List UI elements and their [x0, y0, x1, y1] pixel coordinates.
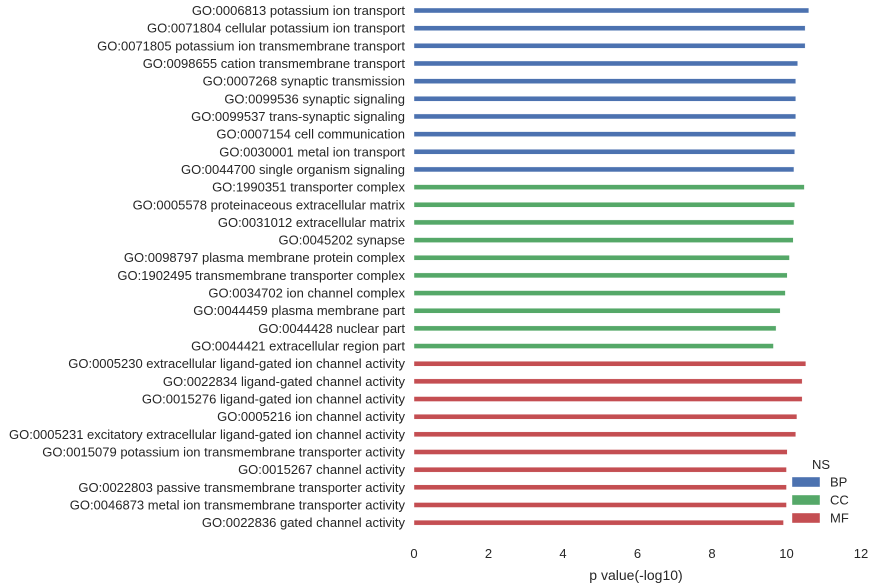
category-label: GO:0099537 trans-synaptic signaling: [191, 109, 405, 124]
legend-label-bp: BP: [830, 475, 847, 490]
category-label: GO:0015267 channel activity: [238, 462, 405, 477]
legend-swatch-bp: [791, 476, 821, 488]
bar-mf: [413, 431, 797, 438]
bar-mf: [413, 413, 798, 420]
category-label: GO:0098655 cation transmembrane transpor…: [143, 56, 406, 71]
bar-cc: [413, 343, 774, 349]
category-label: GO:0022836 gated channel activity: [202, 515, 406, 530]
category-label: GO:0046873 metal ion transmembrane trans…: [70, 497, 406, 512]
bar-cc: [413, 255, 790, 261]
legend-label-mf: MF: [830, 511, 849, 526]
x-tick-label: 4: [559, 546, 566, 561]
x-axis-title: p value(-log10): [589, 567, 682, 583]
bar-bp: [413, 113, 797, 120]
bar-mf: [413, 519, 784, 526]
category-label: GO:0022834 ligand-gated channel activity: [163, 374, 406, 389]
bar-mf: [413, 449, 788, 455]
bar-bp: [413, 131, 797, 137]
bar-cc: [413, 219, 795, 226]
x-tick-label: 2: [485, 546, 492, 561]
bar-cc: [413, 290, 786, 296]
category-label: GO:0005216 ion channel activity: [217, 409, 405, 424]
category-label: GO:0034702 ion channel complex: [208, 286, 405, 301]
legend-swatch-cc: [791, 494, 821, 506]
category-label: GO:0044421 extracellular region part: [191, 339, 405, 354]
bar-mf: [413, 378, 803, 385]
category-label: GO:0005578 proteinaceous extracellular m…: [133, 197, 406, 212]
category-label: GO:0005231 excitatory extracellular liga…: [9, 427, 406, 442]
category-label: GO:0071805 potassium ion transmembrane t…: [97, 38, 405, 53]
legend-label-cc: CC: [830, 493, 849, 508]
category-label: GO:0099536 synaptic signaling: [224, 91, 405, 106]
category-label: GO:0044459 plasma membrane part: [193, 303, 405, 318]
bar-cc: [413, 272, 788, 279]
bar-mf: [413, 361, 807, 367]
category-label: GO:0044428 nuclear part: [258, 321, 405, 336]
x-tick-label: 0: [410, 546, 417, 561]
category-label: GO:0007268 synaptic transmission: [203, 74, 405, 89]
legend: NS BP CC MF: [791, 457, 849, 526]
category-label: GO:1990351 transporter complex: [212, 180, 405, 195]
bar-cc: [413, 308, 781, 314]
category-label: GO:0044700 single organism signaling: [181, 162, 405, 177]
bar-bp: [413, 25, 806, 31]
category-label: GO:0098797 plasma membrane protein compl…: [124, 250, 406, 265]
bar-cc: [413, 202, 795, 208]
bar-bp: [413, 78, 797, 84]
x-tick-label: 6: [634, 546, 641, 561]
category-label: GO:0006813 potassium ion transport: [192, 3, 406, 18]
category-labels: GO:0006813 potassium ion transport GO:007…: [9, 3, 406, 530]
category-label: GO:0045202 synapse: [279, 233, 405, 248]
bar-bp: [413, 96, 797, 102]
bar-bp: [413, 166, 795, 173]
bar-mf: [413, 502, 787, 508]
category-label: GO:0030001 metal ion transport: [219, 144, 405, 159]
x-tick-label: 8: [708, 546, 715, 561]
category-label: GO:1902495 transmembrane transporter com…: [117, 268, 405, 283]
category-label: GO:0007154 cell communication: [216, 127, 405, 142]
bar-mf: [413, 396, 803, 402]
category-label: GO:0015079 potassium ion transmembrane t…: [42, 445, 405, 460]
bar-mf: [413, 484, 787, 491]
category-label: GO:0022803 passive transmembrane transpo…: [78, 480, 405, 495]
bar-mf: [413, 466, 787, 473]
legend-title: NS: [812, 457, 830, 472]
bar-bp: [413, 60, 798, 67]
bar-cc: [413, 325, 777, 332]
legend-swatch-mf: [791, 512, 821, 524]
bar-bp: [413, 43, 806, 49]
bar-bp: [413, 149, 795, 155]
category-label: GO:0071804 cellular potassium ion transp…: [147, 21, 405, 36]
bar-cc: [413, 237, 794, 243]
legend-entries: BP CC MF: [791, 475, 849, 526]
bar-bp: [413, 7, 810, 14]
x-axis-ticks: 0 2 4 6 8 10 12: [410, 546, 868, 561]
category-label: GO:0005230 extracellular ligand-gated io…: [68, 356, 405, 371]
category-label: GO:0015276 ligand-gated ion channel acti…: [142, 392, 406, 407]
category-label: GO:0031012 extracellular matrix: [218, 215, 406, 230]
bars-layer: [413, 7, 810, 526]
bar-cc: [413, 184, 805, 190]
x-tick-label: 12: [854, 546, 868, 561]
x-tick-label: 10: [779, 546, 793, 561]
